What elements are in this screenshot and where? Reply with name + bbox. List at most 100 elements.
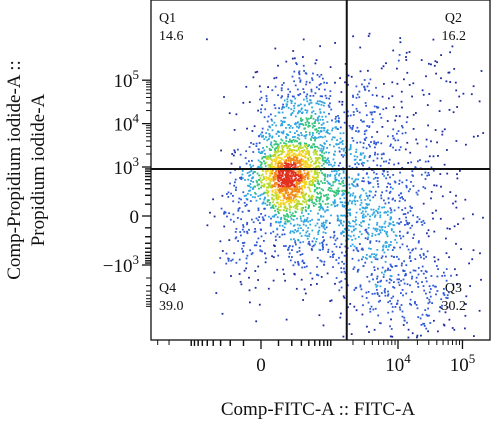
event-dot: [367, 236, 370, 239]
event-dot: [225, 252, 228, 255]
event-dot: [311, 180, 314, 183]
event-dot: [290, 183, 293, 186]
event-dot: [253, 231, 256, 233]
event-dot: [292, 173, 295, 175]
event-dot: [239, 231, 242, 233]
event-dot: [313, 244, 315, 247]
event-dot: [273, 194, 275, 197]
event-dot: [363, 207, 366, 210]
event-dot: [381, 255, 384, 258]
event-dot: [301, 123, 304, 126]
event-dot: [311, 249, 313, 251]
event-dot: [351, 167, 354, 169]
event-dot: [271, 190, 274, 193]
event-dot: [333, 243, 336, 245]
event-dot: [232, 213, 235, 216]
event-dot: [276, 183, 279, 186]
event-dot: [277, 165, 280, 167]
event-dot: [354, 163, 357, 166]
event-dot: [402, 278, 405, 281]
event-dot: [427, 302, 430, 305]
event-dot: [408, 222, 411, 224]
event-dot: [265, 176, 268, 178]
event-dot: [351, 128, 354, 131]
event-dot: [291, 140, 293, 142]
event-dot: [281, 179, 284, 182]
event-dot: [292, 230, 294, 233]
event-dot: [307, 242, 310, 245]
event-dot: [402, 270, 405, 272]
event-dot: [322, 147, 325, 150]
event-dot: [347, 209, 350, 211]
event-dot: [257, 109, 259, 112]
event-dot: [375, 105, 378, 108]
event-dot: [297, 175, 300, 178]
event-dot: [326, 129, 329, 131]
event-dot: [296, 217, 298, 220]
event-dot: [390, 143, 392, 146]
event-dot: [455, 242, 457, 245]
event-dot: [423, 322, 426, 325]
event-dot: [299, 123, 302, 125]
event-dot: [271, 163, 273, 166]
event-dot: [303, 127, 306, 130]
event-dot: [300, 187, 303, 190]
event-dot: [372, 308, 375, 311]
event-dot: [428, 285, 431, 288]
event-dot: [305, 200, 308, 203]
event-dot: [428, 174, 430, 176]
event-dot: [221, 312, 224, 315]
event-dot: [306, 93, 309, 96]
event-dot: [313, 176, 315, 179]
event-dot: [249, 163, 251, 166]
event-dot: [347, 202, 350, 205]
event-dot: [289, 131, 292, 133]
event-dot: [277, 210, 279, 213]
event-dot: [363, 130, 366, 133]
event-dot: [291, 95, 294, 98]
event-dot: [304, 194, 306, 197]
event-dot: [254, 193, 257, 195]
event-dot: [288, 245, 291, 247]
event-dot: [314, 92, 317, 95]
event-dot: [300, 132, 302, 134]
event-dot: [405, 264, 408, 267]
event-dot: [254, 270, 257, 272]
event-dot: [317, 233, 320, 236]
event-dot: [252, 181, 255, 183]
event-dot: [327, 104, 330, 107]
event-dot: [439, 306, 442, 308]
quadrant-value-q2: 16.2: [442, 29, 467, 44]
event-dot: [261, 157, 263, 160]
event-dot: [304, 104, 306, 107]
event-dot: [328, 151, 330, 154]
event-dot: [338, 190, 341, 192]
event-dot: [308, 153, 310, 156]
event-dot: [258, 151, 260, 153]
event-dot: [286, 213, 288, 215]
event-dot: [432, 217, 434, 220]
event-dot: [296, 125, 298, 128]
event-dot: [462, 92, 465, 95]
event-dot: [277, 130, 280, 133]
event-dot: [294, 145, 297, 148]
event-dot: [365, 206, 367, 209]
event-dot: [455, 206, 458, 209]
event-dot: [394, 181, 397, 184]
event-dot: [320, 222, 323, 225]
event-dot: [287, 140, 290, 143]
event-dot: [297, 239, 300, 242]
event-dot: [343, 184, 346, 187]
event-dot: [293, 179, 296, 181]
event-dot: [323, 127, 326, 129]
event-dot: [363, 162, 365, 164]
event-dot: [255, 244, 258, 247]
event-dot: [342, 182, 345, 185]
event-dot: [331, 165, 334, 168]
event-dot: [368, 156, 371, 159]
event-dot: [376, 153, 379, 156]
event-dot: [288, 179, 291, 181]
event-dot: [424, 171, 427, 174]
event-dot: [286, 180, 288, 183]
event-dot: [296, 203, 299, 205]
